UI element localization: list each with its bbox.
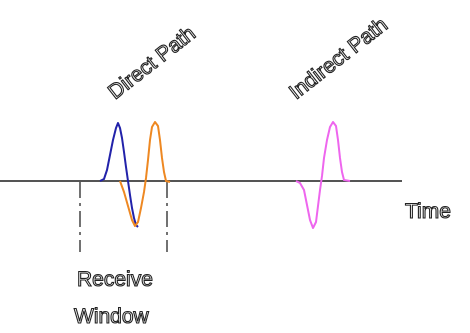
direct-path-label: Direct Path — [104, 22, 200, 104]
delayed-direct-pulse — [119, 121, 171, 227]
direct-path-pulse — [99, 122, 139, 228]
indirect-path-label: Indirect Path — [285, 13, 392, 104]
indirect-path-pulse — [295, 121, 351, 229]
receive-window-label-line2: Window — [74, 305, 150, 328]
receive-window-label-line1: Receive — [77, 268, 153, 291]
time-axis-label: Time — [405, 200, 451, 223]
